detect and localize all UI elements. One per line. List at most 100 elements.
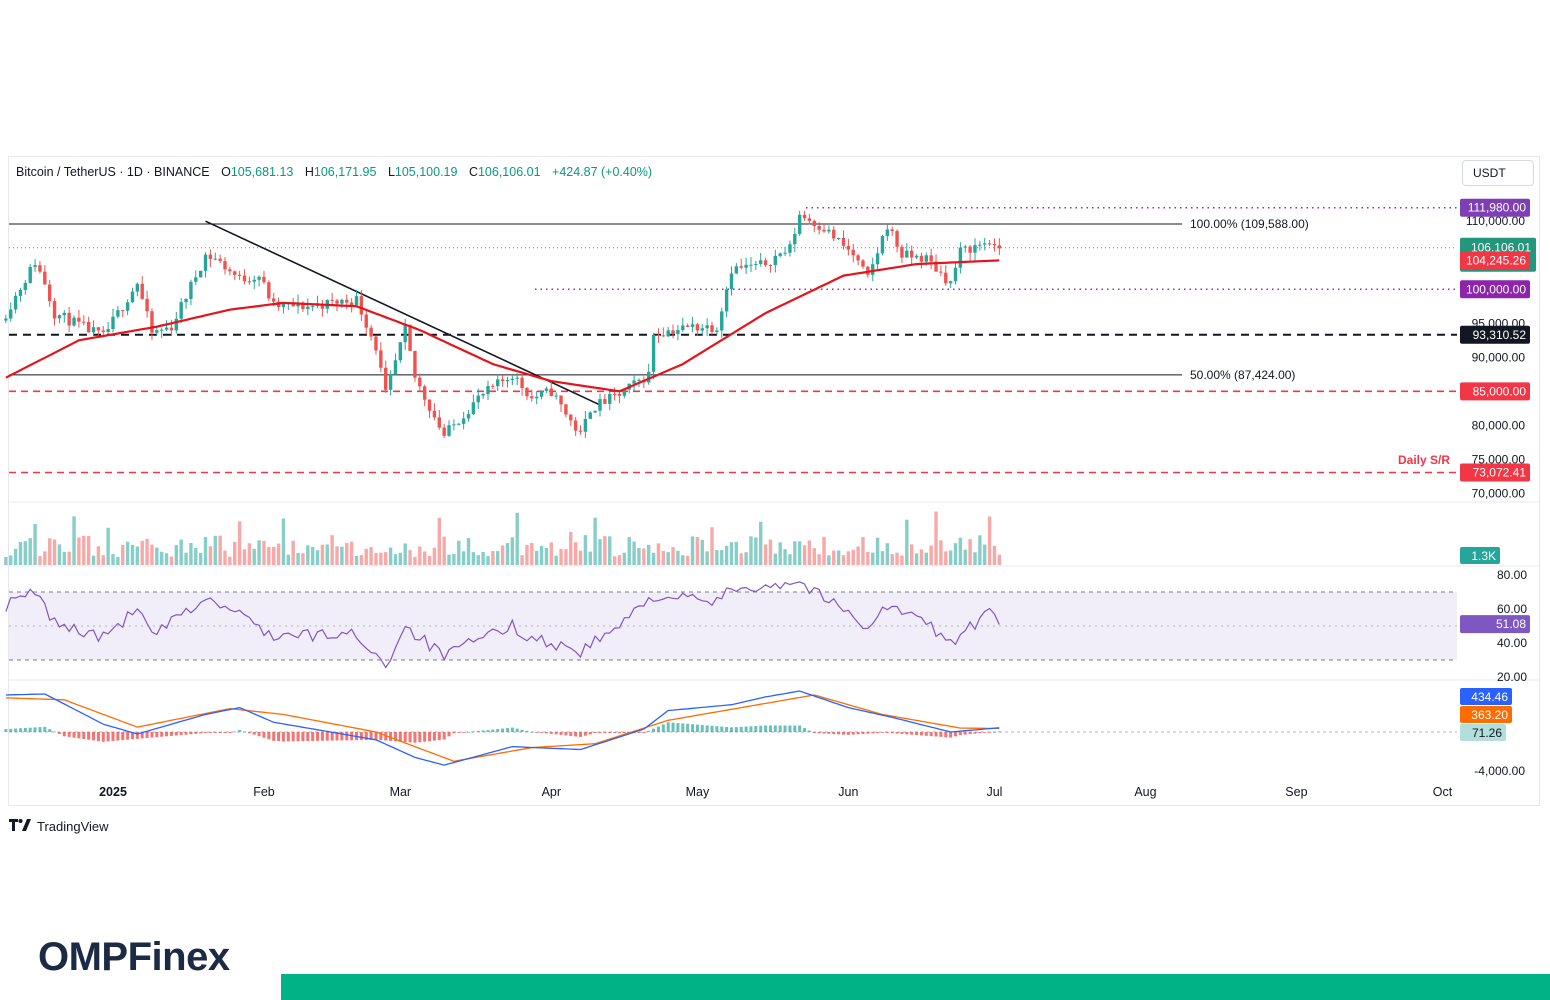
macd-histogram-bar [978, 732, 982, 734]
macd-histogram-bar [656, 726, 660, 732]
candle [47, 284, 52, 302]
macd-histogram-bar [242, 731, 246, 733]
volume-bar [408, 550, 412, 565]
candle [768, 264, 773, 266]
x-tick-label: Jun [838, 785, 858, 799]
volume-bar [812, 548, 816, 565]
volume-bar [617, 555, 622, 565]
candle [924, 255, 928, 262]
volume-bar [13, 548, 18, 565]
price-tick: 70,000.00 [1472, 486, 1526, 500]
brand-logo: OMPFinex [38, 935, 230, 979]
candle [233, 271, 237, 275]
macd-histogram-bar [140, 732, 144, 739]
macd-histogram-bar [885, 732, 889, 733]
macd-histogram-bar [18, 728, 22, 732]
volume-bar [164, 553, 169, 565]
volume-bar [622, 552, 627, 565]
macd-histogram-bar [803, 728, 807, 732]
macd-histogram-bar [121, 732, 125, 741]
macd-histogram-bar [496, 729, 500, 732]
volume-bar [685, 555, 690, 565]
macd-histogram-bar [101, 732, 105, 742]
candle [384, 367, 388, 390]
tradingview-icon [9, 818, 31, 834]
macd-histogram-bar [535, 732, 539, 733]
macd-histogram-bar [783, 725, 787, 732]
volume-bar [47, 538, 52, 565]
volume-bar [851, 549, 855, 565]
level-tag-73072-bg [1460, 463, 1530, 482]
candle [729, 273, 734, 290]
candle [549, 388, 553, 396]
price-tick: 90,000.00 [1472, 350, 1526, 364]
volume-bar [174, 545, 179, 565]
volume-bar [320, 544, 325, 565]
candle [973, 245, 977, 253]
macd-signal-line [5, 694, 1000, 762]
candle [666, 330, 670, 337]
macd-histogram-bar [807, 730, 811, 732]
candle [778, 253, 782, 256]
volume-bar [9, 555, 13, 565]
candle [218, 258, 222, 262]
macd-histogram-bar [997, 731, 1001, 733]
volume-bar [681, 555, 685, 565]
macd-histogram-bar [520, 729, 524, 732]
candle [374, 336, 378, 351]
volume-bar [929, 545, 933, 565]
tradingview-logo[interactable]: TradingView [9, 818, 109, 834]
currency-selector[interactable]: USDT [1462, 160, 1534, 186]
macd-histogram-bar [335, 732, 339, 741]
volume-bar [700, 539, 704, 565]
macd-histogram-bar [330, 732, 334, 741]
macd-histogram-bar [554, 732, 558, 735]
volume-bar [169, 556, 174, 565]
volume-bar [272, 546, 276, 565]
candle [418, 377, 422, 387]
volume-bar [237, 521, 242, 565]
macd-histogram-bar [116, 732, 120, 741]
macd-histogram-bar [890, 732, 894, 734]
volume-bar [203, 537, 208, 565]
macd-histogram-bar [442, 732, 446, 740]
macd-histogram-bar [773, 725, 777, 732]
macd-histogram-bar [28, 727, 32, 732]
candle [593, 410, 597, 413]
candle [150, 311, 154, 333]
volume-bar [695, 536, 700, 565]
macd-histogram-bar [130, 732, 134, 740]
symbol-title[interactable]: Bitcoin / TetherUS · 1D · BINANCE [16, 165, 210, 179]
volume-bar [52, 539, 57, 565]
volume-bar [62, 551, 66, 565]
volume-bar [130, 544, 135, 565]
volume-bar [67, 551, 71, 565]
macd-histogram-bar [481, 730, 485, 732]
volume-bar [442, 536, 446, 565]
volume-bar [476, 555, 480, 565]
volume-bar [496, 551, 500, 565]
x-tick-label: Oct [1433, 785, 1453, 799]
volume-bar [978, 535, 982, 565]
price-tick: 110,000.00 [1466, 214, 1525, 228]
level-tag-73072: 73,072.41 [1473, 465, 1527, 479]
rsi-tick: 80.00 [1497, 568, 1527, 582]
volume-bar [194, 548, 198, 565]
rsi-tick: 40.00 [1497, 636, 1527, 650]
volume-bar [593, 517, 597, 565]
candle [33, 265, 37, 267]
macd-histogram-bar [150, 732, 154, 738]
macd-histogram-bar [954, 732, 958, 737]
close-value: 106,106.01 [477, 165, 541, 179]
macd-histogram-bar [642, 732, 646, 733]
macd-histogram-bar [67, 732, 71, 737]
volume-bar [827, 555, 831, 565]
candle [242, 275, 247, 282]
candle [734, 266, 739, 274]
candle [534, 396, 539, 399]
macd-histogram-bar [744, 726, 748, 732]
volume-bar [354, 555, 359, 565]
candle [720, 311, 724, 331]
candle [754, 263, 758, 265]
